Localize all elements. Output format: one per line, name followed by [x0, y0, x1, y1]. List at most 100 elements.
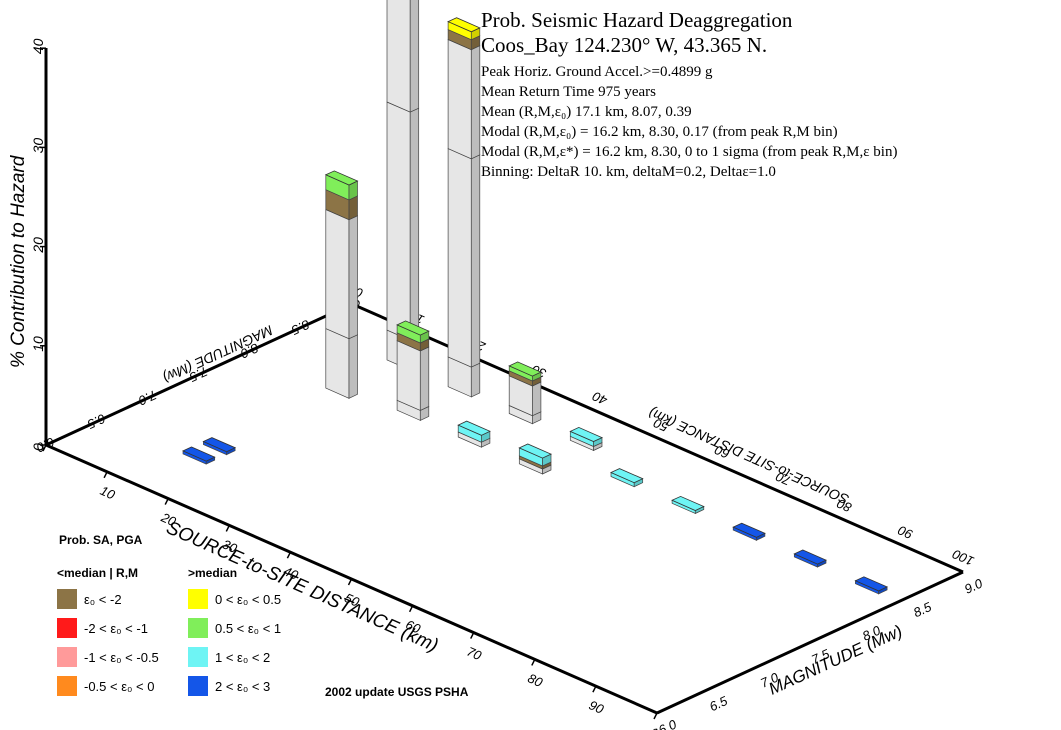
info-line-6: Binning: DeltaR 10. km, deltaM=0.2, Delt… [481, 164, 776, 180]
magnitude-tick-label: 9.0 [962, 575, 985, 596]
bar-face-top [732, 522, 766, 538]
magnitude-tick-label-back: 8.5 [289, 317, 312, 338]
distance-tick-mark [653, 712, 658, 720]
magnitude-tick-label: 8.0 [860, 622, 883, 643]
distance-axis-back [351, 302, 964, 574]
z-axis-label: % Contribution to Hazard [8, 154, 29, 368]
z-tick-label: 0 [30, 443, 46, 451]
bar [508, 361, 542, 425]
legend-right-swatch [188, 647, 208, 667]
legend-right-label: 1 < ε₀ < 2 [215, 650, 270, 665]
distance-tick-label: 30 [220, 536, 240, 556]
bar-face-top [202, 437, 237, 453]
z-tick-label: 20 [30, 237, 46, 254]
distance-tick-label: 40 [281, 563, 301, 583]
bar-face-top [610, 468, 644, 484]
bar [202, 437, 237, 456]
distance-axis-label-back: SOURCE-to-SITE DISTANCE (km) [646, 405, 851, 508]
magnitude-axis-label: MAGNITUDE (Mw) [766, 621, 905, 698]
bar [324, 170, 359, 399]
distance-tick-label: 90 [587, 697, 607, 717]
distance-tick-mark [42, 444, 47, 452]
bar-face-top [324, 170, 359, 186]
distance-tick-mark [225, 525, 230, 532]
bar-face-side [348, 334, 358, 399]
bar [182, 446, 216, 465]
legend-right-swatch [188, 618, 208, 638]
legend-left-label: -2 < ε₀ < -1 [84, 621, 148, 636]
bar-face-front [325, 208, 350, 340]
bar-face-top [793, 549, 827, 565]
magnitude-tick-label-back: 7.5 [187, 364, 210, 385]
bar-face-top [508, 361, 542, 377]
distance-tick-label-back: 100 [950, 546, 977, 569]
legend-right-label: 2 < ε₀ < 3 [215, 679, 270, 694]
distance-tick-mark [164, 498, 169, 505]
legend-left-swatch [57, 676, 77, 696]
magnitude-tick-label-back: 6.5 [85, 411, 108, 432]
bar [569, 426, 603, 452]
distance-tick-label-back: 50 [651, 415, 671, 435]
bar-face-front [396, 340, 421, 411]
chart-site: Coos_Bay 124.230° W, 43.365 N. [481, 33, 767, 57]
bar-face-front [386, 101, 411, 341]
legend-title: Prob. SA, PGA [59, 533, 143, 547]
distance-tick-label: 60 [403, 617, 423, 637]
footer-credit: 2002 update USGS PSHA [325, 685, 469, 699]
bar [671, 495, 705, 515]
bar-face-side [348, 215, 358, 340]
distance-tick-label: 20 [158, 509, 179, 529]
magnitude-tick-label: 7.5 [809, 646, 832, 667]
magnitude-tick-label-back: 6.0 [34, 434, 57, 455]
distance-tick-mark [103, 471, 108, 479]
bar-face-top [671, 495, 705, 511]
bar-face-top [447, 17, 481, 33]
bar [732, 522, 766, 541]
legend-left-swatch [57, 589, 77, 609]
magnitude-tick-label: 8.5 [911, 599, 934, 620]
bar-face-side [470, 45, 481, 160]
bar-face-side [409, 107, 420, 341]
distance-tick-label-back: 80 [834, 495, 854, 515]
bar [854, 576, 889, 595]
bar [457, 420, 491, 448]
bar [610, 468, 644, 488]
distance-tick-mark [347, 578, 353, 586]
bar-face-side [419, 346, 430, 411]
info-line-1: Peak Horiz. Ground Accel.>=0.4899 g [481, 64, 713, 80]
distance-tick-mark [592, 685, 597, 693]
legend-left-label: ε₀ < -2 [84, 592, 122, 607]
distance-tick-mark [470, 632, 475, 639]
bar-face-top [182, 446, 216, 462]
distance-tick-label: 70 [464, 644, 484, 664]
z-tick-label: 10 [30, 336, 46, 352]
bar [518, 443, 552, 475]
distance-tick-label: 100 [648, 724, 675, 730]
distance-tick-label-back: 90 [895, 522, 915, 542]
magnitude-tick-label-back: 8.0 [238, 340, 261, 361]
bar-face-top [518, 443, 552, 459]
bar-face-side [470, 154, 481, 368]
legend-left-swatch [57, 647, 77, 667]
magnitude-tick-label-back: 7.0 [136, 387, 159, 408]
bars [182, 0, 889, 595]
legend-right-label: 0 < ε₀ < 0.5 [215, 592, 281, 607]
z-tick-label: 30 [30, 138, 46, 154]
distance-tick-label: 10 [98, 483, 118, 503]
bar-face-front [325, 328, 350, 399]
legend-right-swatch [188, 589, 208, 609]
chart-title: Prob. Seismic Hazard Deaggregation [481, 8, 793, 32]
bar [793, 549, 827, 568]
distance-tick-label-back: 60 [712, 442, 732, 462]
distance-tick-mark [408, 605, 414, 613]
bar-face-side [409, 0, 420, 113]
distance-tick-mark [286, 551, 292, 559]
distance-tick-label-back: 70 [773, 469, 793, 489]
legend-right-label: 0.5 < ε₀ < 1 [215, 621, 281, 636]
legend-left-swatch [57, 618, 77, 638]
legend-right-header: >median [188, 566, 237, 580]
bar-face-front [447, 148, 472, 368]
bar-face-top [854, 576, 889, 592]
bar-face-front [386, 0, 411, 113]
distance-tick-label: 80 [526, 670, 546, 690]
